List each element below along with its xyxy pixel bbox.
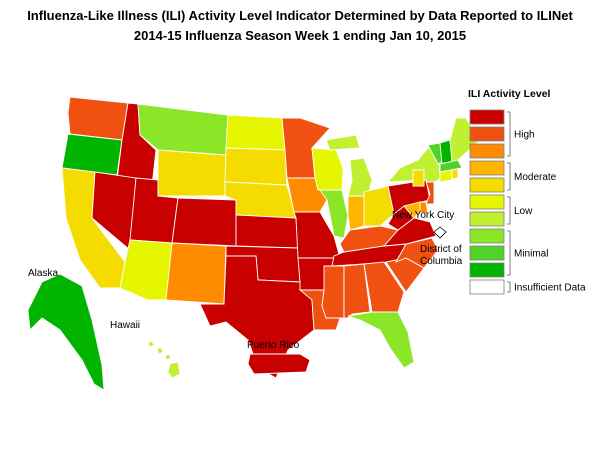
state-kansas bbox=[235, 214, 299, 249]
legend-swatch-level-4 bbox=[469, 211, 505, 227]
state-north-dakota bbox=[225, 114, 286, 151]
state-florida bbox=[347, 311, 415, 369]
title-line-2: 2014-15 Influenza Season Week 1 ending J… bbox=[133, 28, 467, 43]
legend-group-label-2: Low bbox=[514, 206, 533, 217]
legend: ILI Activity Level High Moderate Low Minima… bbox=[468, 88, 586, 295]
state-hawaii bbox=[147, 340, 181, 379]
state-arizona bbox=[119, 239, 173, 301]
legend-bracket-1 bbox=[507, 162, 511, 191]
legend-swatch-level-10 bbox=[469, 109, 505, 125]
state-new-jersey bbox=[425, 181, 435, 205]
legend-swatch-level-9 bbox=[469, 126, 505, 142]
state-district-of-columbia bbox=[433, 226, 447, 239]
state-georgia bbox=[363, 261, 405, 313]
state-new-mexico bbox=[165, 242, 227, 305]
label-new-york-city: New York City bbox=[392, 210, 454, 221]
legend-swatch-level-1 bbox=[469, 262, 505, 278]
legend-group-label-1: Moderate bbox=[514, 172, 557, 183]
label-dc-line2: Columbia bbox=[420, 256, 463, 267]
label-alaska: Alaska bbox=[28, 268, 58, 279]
state-indiana bbox=[347, 195, 365, 231]
state-mississippi bbox=[321, 265, 345, 319]
legend-title: ILI Activity Level bbox=[468, 88, 551, 100]
state-nebraska bbox=[224, 181, 297, 219]
legend-swatch-level-6 bbox=[469, 177, 505, 193]
legend-groups: High Moderate Low Minimal Insufficient Data bbox=[507, 111, 586, 294]
state-maryland bbox=[403, 201, 421, 219]
label-dc-line1: District of bbox=[420, 244, 462, 255]
legend-bracket-3 bbox=[507, 230, 511, 276]
state-washington bbox=[67, 96, 129, 141]
legend-swatch-level-3 bbox=[469, 228, 505, 244]
legend-group-label-3: Minimal bbox=[514, 249, 548, 260]
legend-swatch-level-8 bbox=[469, 143, 505, 159]
state-rhode-island bbox=[451, 168, 459, 180]
state-south-dakota bbox=[224, 147, 288, 186]
legend-swatch-level-0 bbox=[469, 279, 505, 295]
state-new-york-city bbox=[412, 169, 425, 187]
state-wyoming bbox=[157, 149, 227, 197]
states-layer bbox=[27, 96, 481, 391]
legend-swatch-level-2 bbox=[469, 245, 505, 261]
legend-bracket-0 bbox=[507, 111, 511, 157]
legend-bracket-4 bbox=[507, 281, 511, 293]
legend-swatch-level-5 bbox=[469, 194, 505, 210]
state-colorado bbox=[171, 197, 237, 247]
title-line-1: Influenza-Like Illness (ILI) Activity Le… bbox=[27, 8, 573, 23]
state-connecticut bbox=[439, 169, 453, 183]
label-hawaii: Hawaii bbox=[110, 320, 140, 331]
state-puerto-rico bbox=[247, 353, 311, 375]
legend-swatches bbox=[469, 109, 505, 295]
state-ohio bbox=[363, 185, 395, 227]
legend-swatch-level-7 bbox=[469, 160, 505, 176]
legend-group-label-4: Insufficient Data bbox=[514, 283, 586, 294]
legend-group-label-0: High bbox=[514, 130, 535, 141]
legend-bracket-2 bbox=[507, 196, 511, 225]
label-puerto-rico: Puerto Rico bbox=[247, 340, 300, 351]
state-texas bbox=[199, 255, 315, 379]
state-wisconsin bbox=[311, 147, 344, 191]
state-alaska bbox=[27, 273, 105, 391]
